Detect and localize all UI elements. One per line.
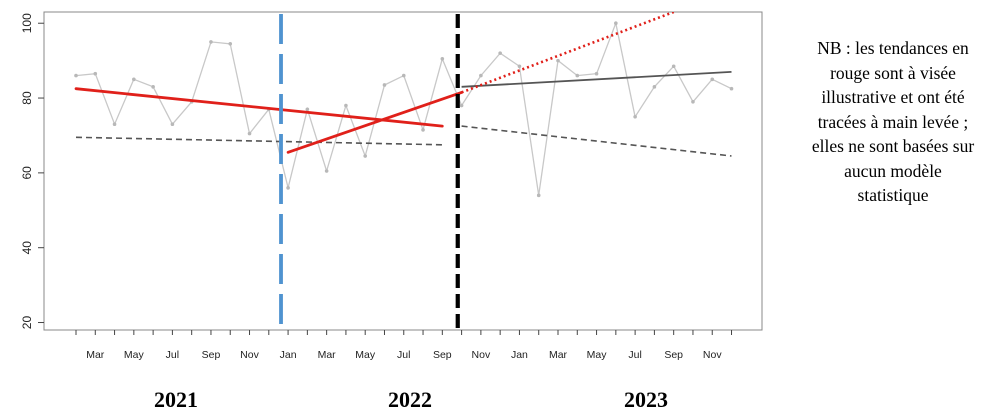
plot-frame [43, 11, 763, 331]
series-layer [74, 12, 734, 198]
x-tick-label: Sep [664, 349, 683, 361]
observed-point [498, 51, 502, 55]
y-tick-label: 20 [20, 316, 34, 330]
x-tick-label: Nov [240, 349, 259, 361]
x-tick-label: Mar [549, 349, 568, 361]
observed-point [440, 56, 445, 61]
observed-point [305, 107, 310, 112]
note-text: NB : les tendances en rouge sont à visée… [811, 38, 975, 205]
year-label-2022: 2022 [388, 387, 432, 412]
x-tick-label: Jul [628, 349, 641, 361]
observed-point [74, 73, 78, 78]
observed-point [556, 58, 560, 63]
x-tick-label: Jan [511, 349, 528, 361]
observed-point [671, 64, 676, 69]
observed-point [286, 186, 290, 190]
x-tick-label: Nov [703, 349, 722, 361]
year-label-2023: 2023 [624, 387, 668, 412]
y-tick-label: 100 [20, 13, 34, 33]
observed-point [170, 122, 175, 127]
year-label-2021: 2021 [154, 387, 198, 412]
axes: 20 40 60 80 100 [20, 13, 733, 335]
x-tick-label: Mar [318, 349, 337, 361]
observed-point [151, 85, 155, 89]
observed-point [209, 40, 213, 44]
observed-point [93, 71, 98, 76]
observed-point [363, 154, 368, 158]
observed-point [652, 85, 657, 89]
y-tick-label: 40 [20, 241, 34, 255]
x-tick-label: May [587, 349, 608, 361]
x-tick-label: Jul [397, 349, 410, 361]
observed-point [536, 193, 541, 198]
observed-point [382, 83, 387, 87]
x-tick-labels: Mar May Jul Sep Nov Jan Mar May Jul Sep Nov Jan Mar M… [86, 349, 722, 361]
observed-point [247, 131, 252, 136]
observed-point [575, 73, 580, 78]
observed-point [594, 71, 599, 76]
x-tick-label: May [124, 349, 145, 361]
observed-point [132, 77, 136, 82]
observed-point [517, 64, 522, 69]
observed-series-line [75, 20, 732, 196]
y-tick-label: 60 [20, 166, 34, 180]
year-labels: 2021 2022 2023 [154, 387, 668, 412]
x-tick-label: Jan [280, 349, 297, 361]
x-tick-label: Jul [166, 349, 179, 361]
y-tick-label: 80 [20, 91, 34, 105]
observed-point [479, 73, 483, 78]
x-tick-label: Nov [472, 349, 491, 361]
observed-point [614, 21, 618, 26]
observed-point [112, 122, 117, 127]
dashed-trend-line [461, 125, 732, 157]
x-tick-label: Mar [86, 349, 105, 361]
observed-point [324, 169, 329, 173]
observed-point [228, 42, 233, 46]
x-tick-label: May [355, 349, 376, 361]
x-tick-label: Sep [202, 349, 221, 361]
observed-point [729, 86, 734, 91]
observed-point [691, 99, 695, 104]
solid-trend-line [461, 71, 732, 88]
period-markers [279, 14, 460, 330]
observed-point [710, 77, 715, 82]
dashed-trend-line [75, 136, 443, 146]
x-tick-label: Sep [433, 349, 452, 361]
observed-point [344, 103, 348, 108]
observed-point [459, 103, 464, 108]
observed-point [421, 128, 425, 132]
observed-point [633, 114, 637, 119]
observed-point [401, 73, 406, 78]
red-trend-line [286, 91, 463, 154]
